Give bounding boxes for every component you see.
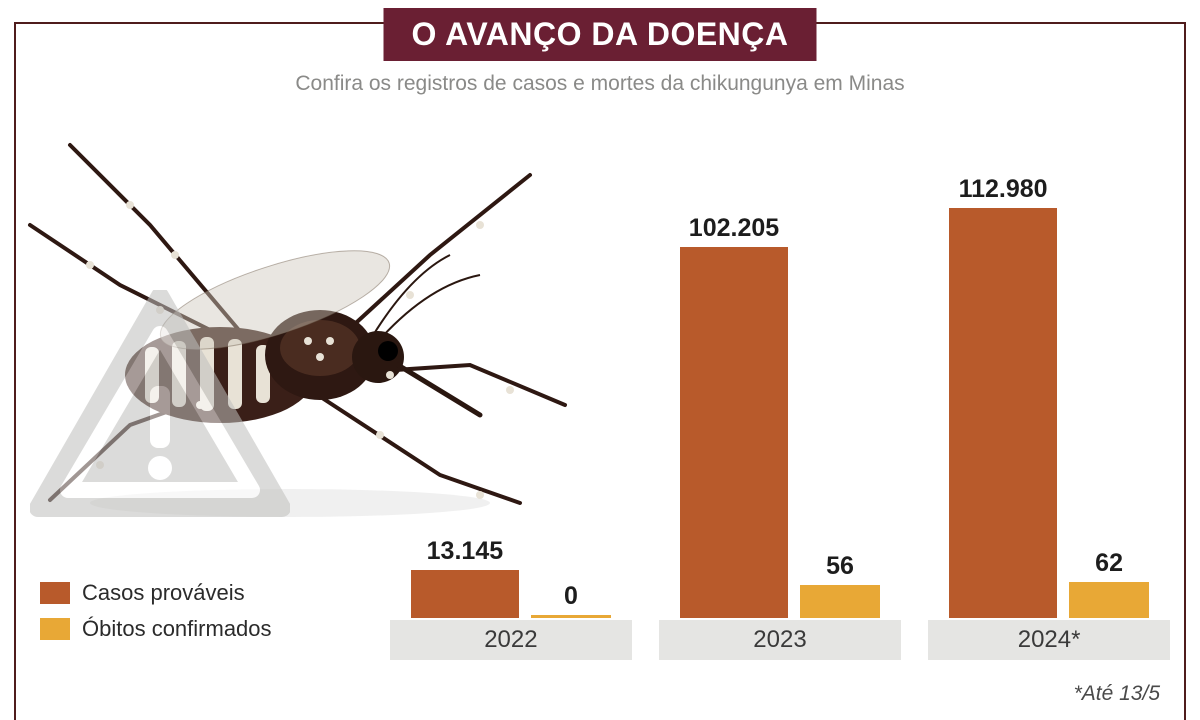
bar-deaths-2024 [1069, 582, 1149, 618]
warning-icon [30, 290, 290, 520]
year-label-2023: 2023 [659, 620, 901, 660]
legend-item-deaths: Óbitos confirmados [40, 616, 272, 642]
footnote: *Até 13/5 [1074, 682, 1160, 706]
bar-deaths-2023-label: 56 [826, 552, 854, 581]
bar-cases-2024 [949, 208, 1057, 618]
title-banner: O AVANÇO DA DOENÇA [384, 8, 817, 61]
bar-cases-2023-label: 102.205 [689, 214, 779, 243]
bar-cases-2023-wrap: 102.205 [680, 168, 788, 618]
bars-2022: 13.145 0 [390, 168, 632, 618]
bars-2024: 112.980 62 [928, 168, 1170, 618]
bar-cases-2022-wrap: 13.145 [411, 168, 519, 618]
bar-deaths-2022-label: 0 [564, 582, 578, 611]
bar-cases-2024-label: 112.980 [959, 175, 1048, 204]
legend-swatch-deaths [40, 618, 70, 640]
legend-item-cases: Casos prováveis [40, 580, 272, 606]
legend: Casos prováveis Óbitos confirmados [40, 570, 272, 642]
bar-cases-2022-label: 13.145 [427, 537, 503, 566]
bar-deaths-2022-wrap: 0 [531, 168, 611, 618]
bar-cases-2022 [411, 570, 519, 618]
title-text: O AVANÇO DA DOENÇA [412, 16, 789, 52]
year-group-2022: 13.145 0 2022 [390, 168, 632, 660]
legend-label-cases: Casos prováveis [82, 580, 245, 606]
year-group-2024: 112.980 62 2024* [928, 168, 1170, 660]
year-label-2024: 2024* [928, 620, 1170, 660]
bar-deaths-2023 [800, 585, 880, 618]
bar-chart: 13.145 0 2022 102.205 56 2023 [390, 160, 1170, 660]
bar-deaths-2024-label: 62 [1095, 549, 1123, 578]
legend-label-deaths: Óbitos confirmados [82, 616, 272, 642]
bars-2023: 102.205 56 [659, 168, 901, 618]
year-label-2022: 2022 [390, 620, 632, 660]
bar-cases-2024-wrap: 112.980 [949, 168, 1057, 618]
year-group-2023: 102.205 56 2023 [659, 168, 901, 660]
subtitle: Confira os registros de casos e mortes d… [0, 72, 1200, 96]
legend-swatch-cases [40, 582, 70, 604]
bar-deaths-2023-wrap: 56 [800, 168, 880, 618]
bar-deaths-2024-wrap: 62 [1069, 168, 1149, 618]
bar-cases-2023 [680, 247, 788, 618]
bar-deaths-2022 [531, 615, 611, 618]
